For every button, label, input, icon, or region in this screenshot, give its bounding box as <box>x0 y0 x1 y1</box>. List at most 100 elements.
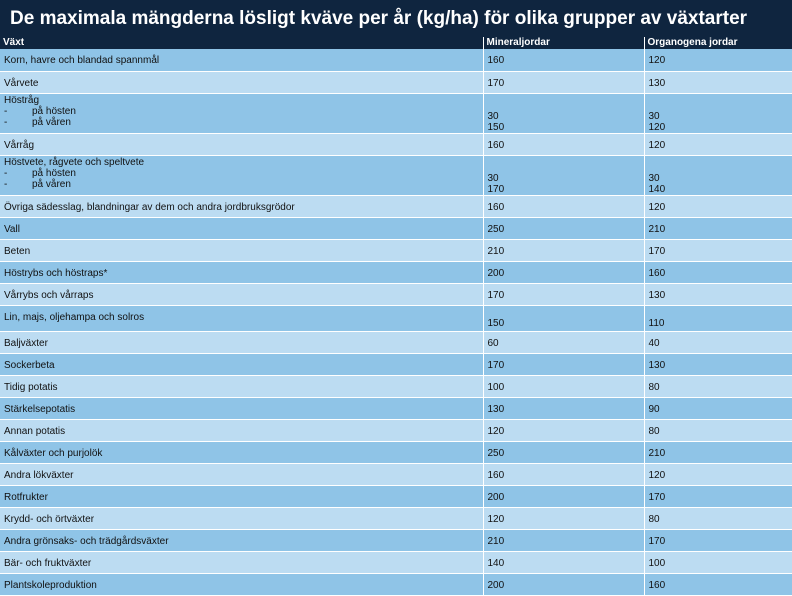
table-row: Höstvete, rågvete och speltvete-på höste… <box>0 155 792 195</box>
cell-organogena-jordar: 130 <box>644 71 792 93</box>
cell-vaxt: Lin, majs, oljehampa och solros <box>0 305 483 331</box>
cell-mineraljordar: 100 <box>483 375 644 397</box>
organic-value: 110 <box>649 306 792 329</box>
mineral-value: 170 <box>488 284 644 301</box>
mineral-value: 250 <box>488 218 644 235</box>
organic-value: 80 <box>649 508 792 525</box>
mineral-value: 60 <box>488 332 644 349</box>
organic-value: 30 <box>649 156 792 184</box>
crop-label: Höstvete, rågvete och speltvete <box>4 156 483 168</box>
cell-mineraljordar: 150 <box>483 305 644 331</box>
organic-value: 90 <box>649 398 792 415</box>
crop-label: Sockerbeta <box>4 354 483 371</box>
cell-vaxt: Övriga sädesslag, blandningar av dem och… <box>0 195 483 217</box>
organic-value: 210 <box>649 218 792 235</box>
cell-vaxt: Höstvete, rågvete och speltvete-på höste… <box>0 155 483 195</box>
sub-item-label: på hösten <box>32 106 76 117</box>
sub-item: -på hösten <box>4 106 483 117</box>
cell-mineraljordar: 160 <box>483 195 644 217</box>
cell-mineraljordar: 200 <box>483 261 644 283</box>
header-mineraljordar: Mineraljordar <box>483 37 644 49</box>
cell-mineraljordar: 160 <box>483 49 644 71</box>
crop-label: Vårråg <box>4 134 483 151</box>
table-row: Övriga sädesslag, blandningar av dem och… <box>0 195 792 217</box>
sub-item-label: på hösten <box>32 168 76 179</box>
mineral-value: 120 <box>488 420 644 437</box>
organic-value: 130 <box>649 284 792 301</box>
cell-organogena-jordar: 170 <box>644 485 792 507</box>
cell-vaxt: Andra grönsaks- och trädgårdsväxter <box>0 529 483 551</box>
cell-organogena-jordar: 40 <box>644 331 792 353</box>
crop-label: Vårvete <box>4 72 483 89</box>
cell-vaxt: Plantskoleproduktion <box>0 573 483 595</box>
mineral-value: 210 <box>488 530 644 547</box>
cell-vaxt: Sockerbeta <box>0 353 483 375</box>
organic-value: 120 <box>649 464 792 481</box>
cell-organogena-jordar: 160 <box>644 261 792 283</box>
cell-mineraljordar: 200 <box>483 485 644 507</box>
organic-value: 120 <box>649 122 792 133</box>
cell-organogena-jordar: 80 <box>644 375 792 397</box>
organic-value: 170 <box>649 240 792 257</box>
cell-organogena-jordar: 120 <box>644 133 792 155</box>
crop-label: Övriga sädesslag, blandningar av dem och… <box>4 196 483 213</box>
cell-vaxt: Baljväxter <box>0 331 483 353</box>
mineral-value: 130 <box>488 398 644 415</box>
sub-item-label: på våren <box>32 117 71 128</box>
cell-organogena-jordar: 120 <box>644 463 792 485</box>
cell-vaxt: Bär- och fruktväxter <box>0 551 483 573</box>
cell-vaxt: Höstråg-på hösten-på våren <box>0 93 483 133</box>
crop-label: Lin, majs, oljehampa och solros <box>4 306 483 323</box>
cell-organogena-jordar: 130 <box>644 283 792 305</box>
sub-item: -på hösten <box>4 168 483 179</box>
mineral-value: 150 <box>488 122 644 133</box>
organic-value: 120 <box>649 196 792 213</box>
cell-mineraljordar: 170 <box>483 353 644 375</box>
cell-vaxt: Kålväxter och purjolök <box>0 441 483 463</box>
cell-mineraljordar: 170 <box>483 71 644 93</box>
cell-organogena-jordar: 160 <box>644 573 792 595</box>
organic-value: 170 <box>649 530 792 547</box>
cell-organogena-jordar: 120 <box>644 49 792 71</box>
mineral-value: 200 <box>488 262 644 279</box>
mineral-value: 30 <box>488 156 644 184</box>
cell-organogena-jordar: 90 <box>644 397 792 419</box>
organic-value: 130 <box>649 354 792 371</box>
cell-vaxt: Vårvete <box>0 71 483 93</box>
crop-label: Andra lökväxter <box>4 464 483 481</box>
crop-label: Bär- och fruktväxter <box>4 552 483 569</box>
cell-mineraljordar: 250 <box>483 217 644 239</box>
crop-label: Baljväxter <box>4 332 483 349</box>
mineral-value: 160 <box>488 49 644 66</box>
crop-label: Vårrybs och vårraps <box>4 284 483 301</box>
cell-mineraljordar: 210 <box>483 239 644 261</box>
crop-label: Stärkelsepotatis <box>4 398 483 415</box>
crop-label: Beten <box>4 240 483 257</box>
organic-value: 140 <box>649 184 792 195</box>
cell-organogena-jordar: 80 <box>644 507 792 529</box>
mineral-value: 140 <box>488 552 644 569</box>
mineral-value: 30 <box>488 94 644 122</box>
sub-item: -på våren <box>4 179 483 190</box>
crop-label: Rotfrukter <box>4 486 483 503</box>
header-organogena-jordar: Organogena jordar <box>644 37 792 49</box>
crop-label: Höstrybs och höstraps* <box>4 262 483 279</box>
cell-vaxt: Rotfrukter <box>0 485 483 507</box>
cell-vaxt: Annan potatis <box>0 419 483 441</box>
mineral-value: 100 <box>488 376 644 393</box>
cell-mineraljordar: 170 <box>483 283 644 305</box>
cell-vaxt: Beten <box>0 239 483 261</box>
cell-organogena-jordar: 210 <box>644 217 792 239</box>
